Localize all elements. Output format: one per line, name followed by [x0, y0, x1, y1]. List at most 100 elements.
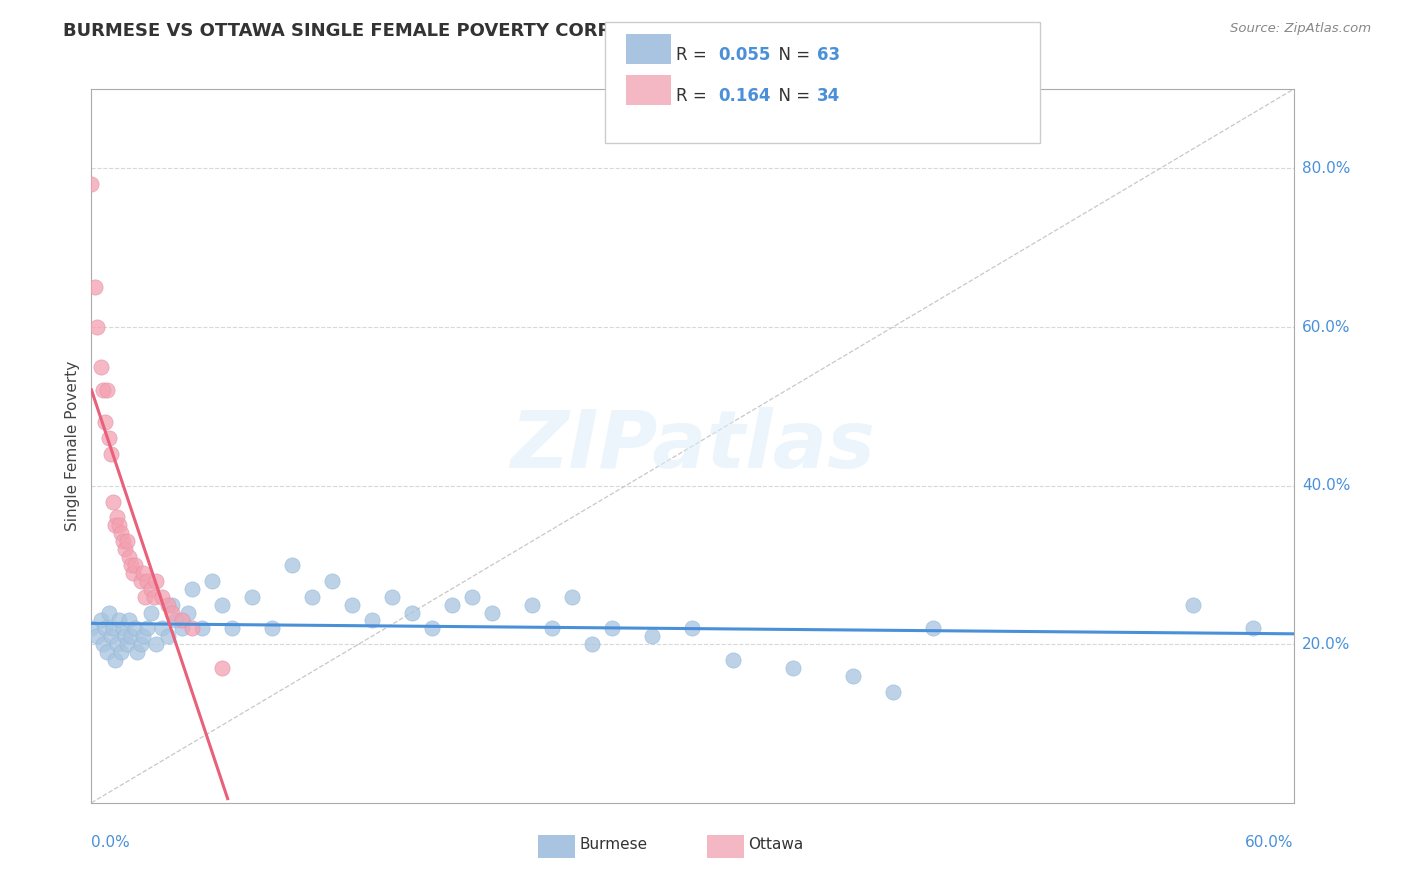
Point	[80, 621, 103, 635]
Point	[104, 653, 127, 667]
Point	[110, 645, 132, 659]
Point	[360, 614, 382, 628]
Point	[93, 384, 115, 398]
Point	[90, 359, 112, 374]
Point	[160, 598, 183, 612]
Point	[1243, 621, 1265, 635]
Point	[176, 606, 198, 620]
Point	[136, 574, 159, 588]
Point	[141, 582, 163, 596]
Point	[581, 637, 603, 651]
Point	[103, 494, 125, 508]
Point	[114, 542, 136, 557]
Point	[221, 621, 243, 635]
Point	[541, 621, 564, 635]
Point	[301, 590, 323, 604]
Text: 80.0%: 80.0%	[1302, 161, 1350, 176]
Point	[96, 645, 118, 659]
Point	[121, 558, 143, 572]
Point	[98, 431, 121, 445]
Point	[145, 637, 167, 651]
Point	[420, 621, 443, 635]
Point	[118, 549, 141, 564]
Text: 60.0%: 60.0%	[1302, 319, 1350, 334]
Point	[160, 606, 183, 620]
Point	[131, 637, 153, 651]
Text: N =: N =	[768, 87, 815, 105]
Point	[93, 637, 115, 651]
Point	[281, 558, 304, 572]
Text: 63: 63	[817, 46, 839, 64]
Point	[401, 606, 423, 620]
Y-axis label: Single Female Poverty: Single Female Poverty	[65, 361, 80, 531]
Point	[321, 574, 343, 588]
Point	[112, 621, 135, 635]
Point	[142, 590, 165, 604]
Point	[641, 629, 664, 643]
Point	[104, 518, 127, 533]
Text: 0.055: 0.055	[718, 46, 770, 64]
Point	[98, 606, 121, 620]
Point	[260, 621, 283, 635]
Point	[381, 590, 404, 604]
Point	[117, 637, 139, 651]
Point	[190, 621, 212, 635]
Point	[882, 685, 904, 699]
Point	[132, 566, 155, 580]
Point	[103, 621, 125, 635]
Point	[561, 590, 583, 604]
Point	[100, 629, 122, 643]
Point	[96, 384, 118, 398]
Point	[112, 534, 135, 549]
Point	[201, 574, 224, 588]
Point	[1182, 598, 1205, 612]
Text: BURMESE VS OTTAWA SINGLE FEMALE POVERTY CORRELATION CHART: BURMESE VS OTTAWA SINGLE FEMALE POVERTY …	[63, 22, 770, 40]
Point	[156, 598, 179, 612]
Point	[127, 645, 149, 659]
Point	[107, 510, 129, 524]
Point	[136, 621, 159, 635]
Point	[94, 621, 117, 635]
Text: R =: R =	[676, 87, 713, 105]
Point	[108, 518, 131, 533]
Point	[841, 669, 863, 683]
Text: 0.0%: 0.0%	[91, 835, 131, 850]
Point	[108, 614, 131, 628]
Point	[922, 621, 945, 635]
Point	[132, 629, 155, 643]
Point	[122, 566, 145, 580]
Point	[141, 606, 163, 620]
Point	[150, 590, 173, 604]
Point	[461, 590, 484, 604]
Point	[602, 621, 624, 635]
Point	[124, 621, 146, 635]
Point	[84, 280, 107, 294]
Text: Burmese: Burmese	[579, 838, 647, 852]
Point	[86, 629, 108, 643]
Point	[481, 606, 503, 620]
Point	[522, 598, 544, 612]
Point	[86, 320, 108, 334]
Text: R =: R =	[676, 46, 713, 64]
Point	[681, 621, 703, 635]
Point	[170, 621, 193, 635]
Point	[131, 574, 153, 588]
Point	[134, 590, 156, 604]
Text: 34: 34	[817, 87, 841, 105]
Point	[114, 629, 136, 643]
Point	[80, 178, 103, 192]
Point	[211, 661, 233, 675]
Text: Source: ZipAtlas.com: Source: ZipAtlas.com	[1230, 22, 1371, 36]
Point	[340, 598, 363, 612]
Point	[118, 614, 141, 628]
Point	[124, 558, 146, 572]
Point	[110, 526, 132, 541]
Point	[150, 621, 173, 635]
Point	[240, 590, 263, 604]
Point	[117, 534, 139, 549]
Point	[211, 598, 233, 612]
Text: 60.0%: 60.0%	[1246, 835, 1294, 850]
Point	[145, 574, 167, 588]
Point	[721, 653, 744, 667]
Point	[100, 447, 122, 461]
